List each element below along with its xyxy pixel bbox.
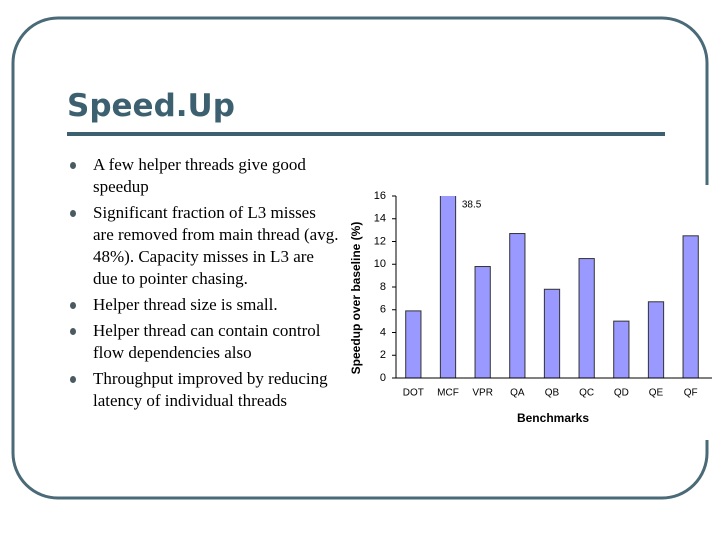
y-tick-label: 14 — [374, 213, 386, 225]
bullet: Significant fraction of L3 misses are re… — [70, 202, 340, 290]
bar — [613, 320, 630, 379]
bar — [405, 310, 422, 379]
bullet-list: A few helper threads give good speedup Si… — [70, 154, 340, 416]
bullet: Throughput improved by reducing latency … — [70, 368, 340, 412]
y-tick-label: 2 — [380, 349, 386, 361]
y-tick-label: 12 — [374, 235, 386, 247]
y-tick-label: 8 — [380, 281, 386, 293]
x-tick-label: MCF — [437, 388, 459, 399]
bar — [509, 233, 526, 379]
x-tick-label: QB — [545, 388, 560, 399]
x-tick-label: QA — [510, 388, 525, 399]
x-tick-label: QF — [684, 388, 698, 399]
bullet: Helper thread can contain control flow d… — [70, 320, 340, 364]
y-tick-label: 6 — [380, 304, 386, 316]
y-axis-label: Speedup over baseline (%) — [349, 222, 363, 375]
bar — [578, 258, 595, 379]
y-tick-label: 16 — [374, 190, 386, 202]
x-axis-label: Benchmarks — [517, 411, 589, 425]
bullet: A few helper threads give good speedup — [70, 154, 340, 198]
data-label: 38.5 — [462, 200, 482, 211]
bar — [474, 266, 491, 379]
bullet: Helper thread size is small. — [70, 294, 340, 316]
x-tick-label: QE — [649, 388, 664, 399]
bar — [647, 301, 665, 379]
bar — [682, 235, 699, 379]
y-tick-label: 4 — [380, 326, 386, 338]
bar — [543, 288, 561, 379]
slide-title: Speed.Up — [67, 88, 235, 124]
y-tick-label: 0 — [380, 372, 386, 384]
x-tick-label: VPR — [472, 388, 493, 399]
plot-area — [405, 196, 699, 379]
x-tick-label: DOT — [403, 388, 424, 399]
x-tick-label: QC — [579, 388, 594, 399]
y-tick-label: 10 — [374, 258, 386, 270]
x-tick-label: QD — [614, 388, 629, 399]
